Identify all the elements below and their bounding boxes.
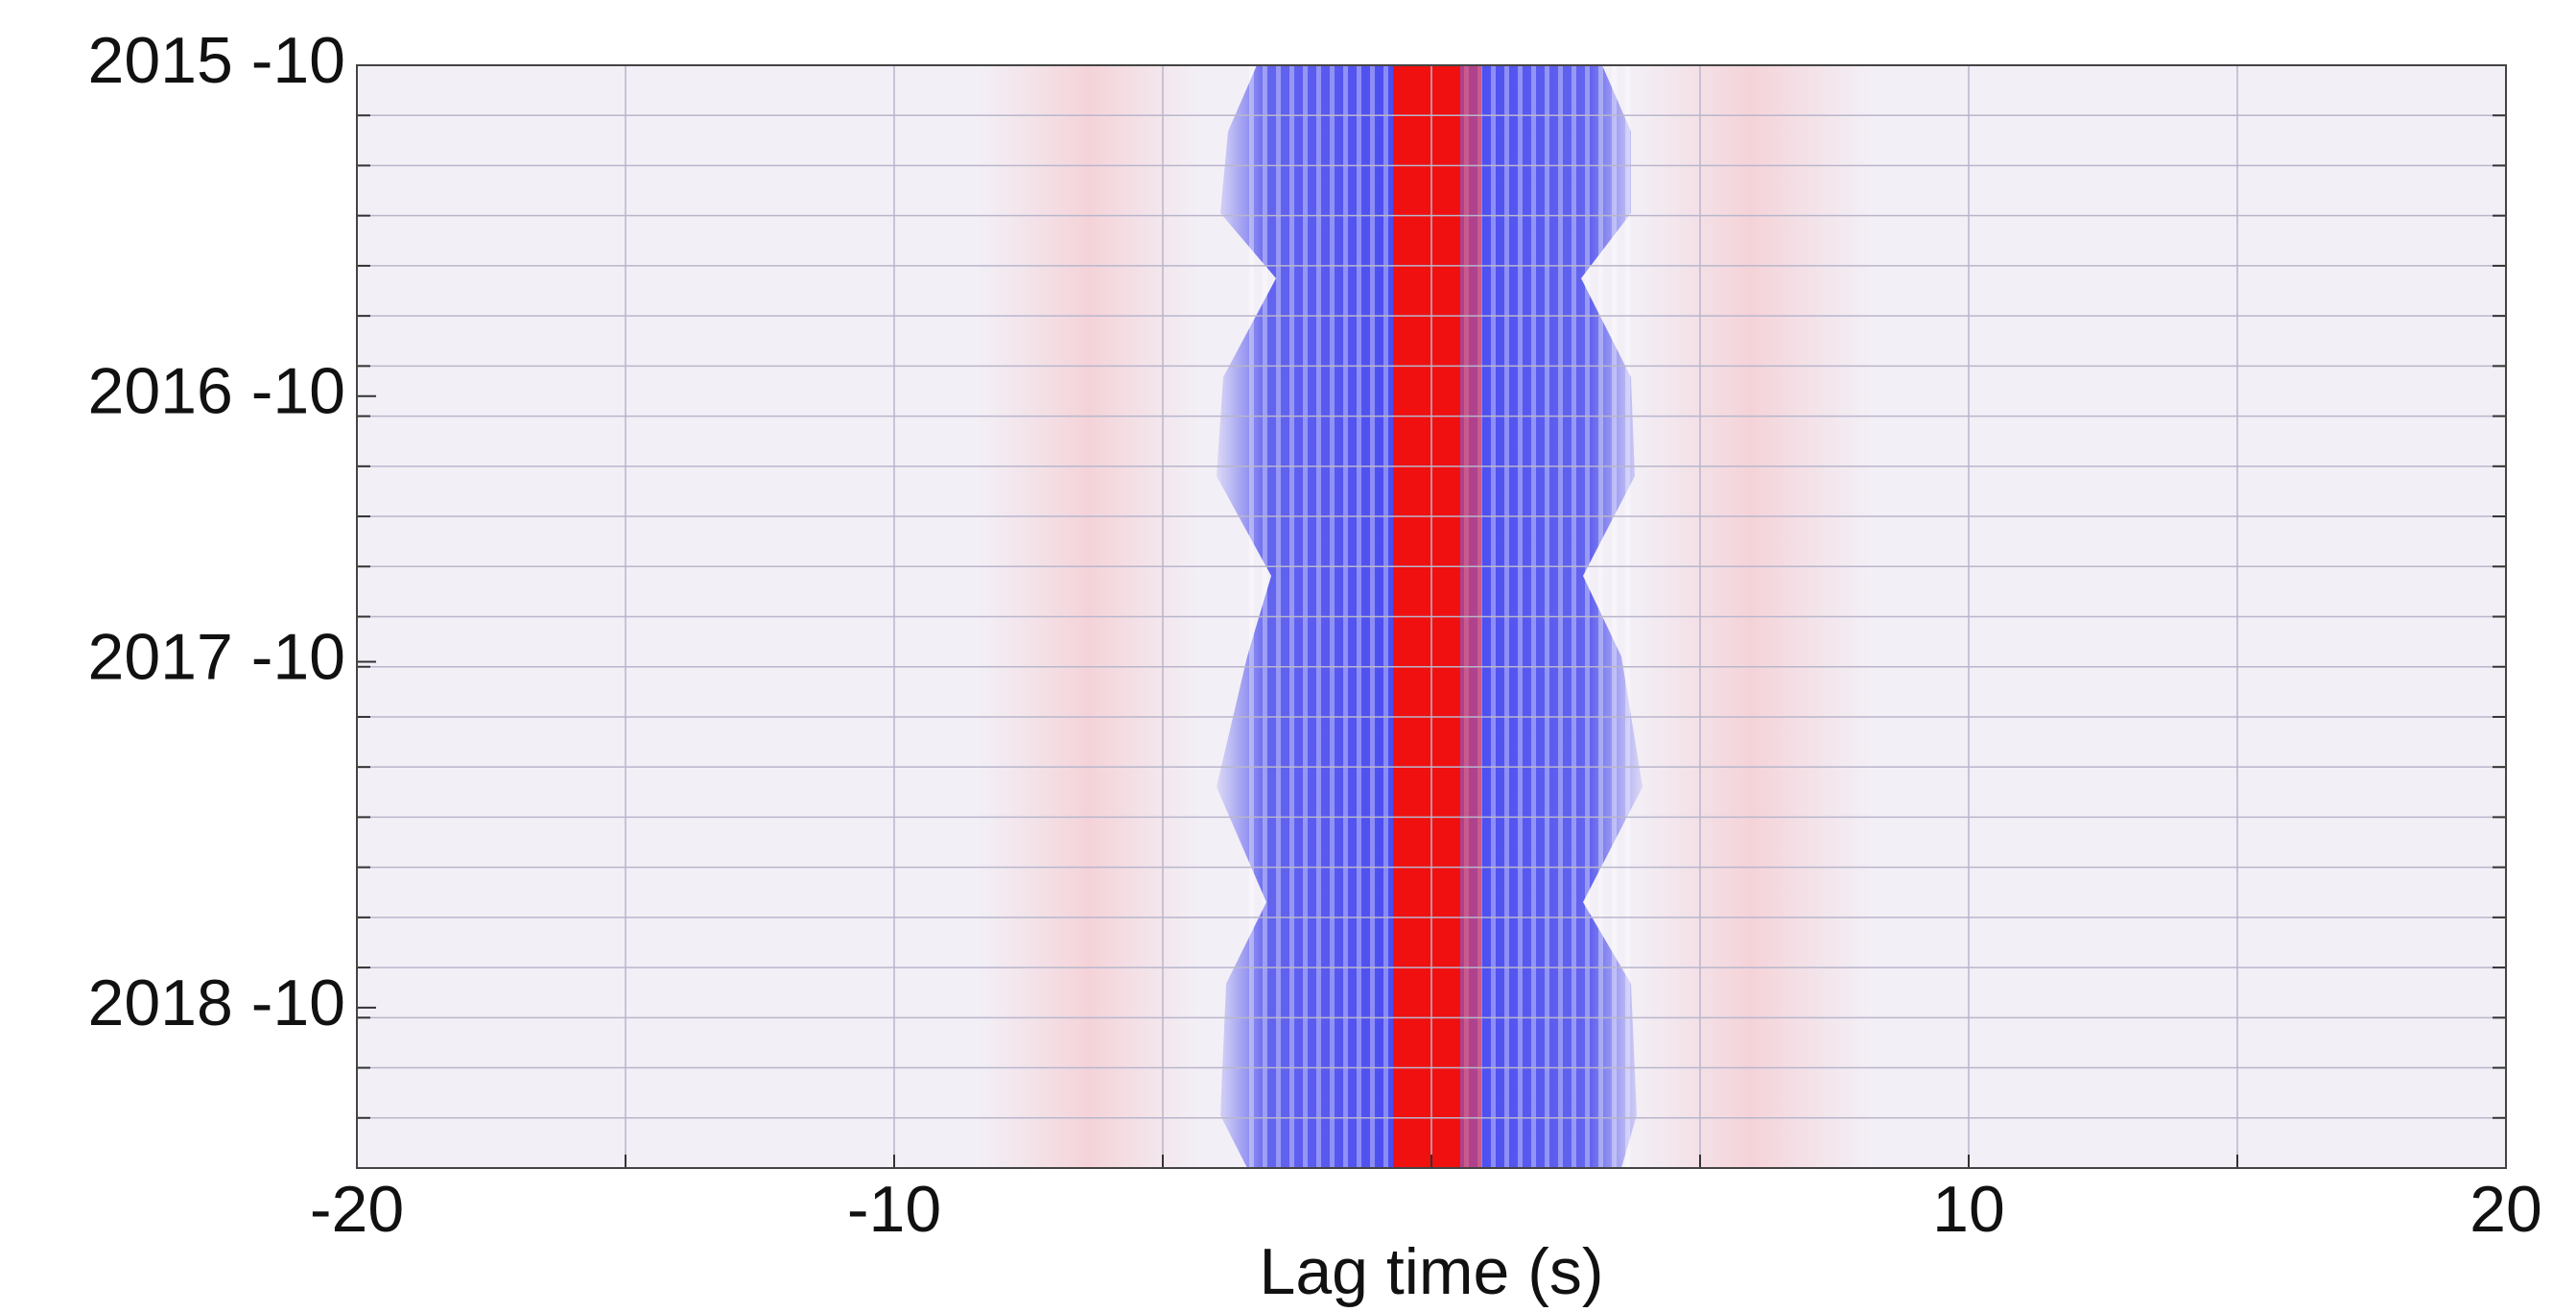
y-tick-label: 2016 -10 [88, 355, 345, 428]
y-tick-label: 2018 -10 [88, 966, 345, 1039]
x-tick-label: -20 [310, 1173, 404, 1246]
x-tick-label: 20 [2470, 1173, 2542, 1246]
plot-frame [356, 64, 2507, 1169]
x-tick-label: 10 [1932, 1173, 2005, 1246]
y-tick-label: 2017 -10 [88, 620, 345, 693]
x-tick-label: -10 [847, 1173, 941, 1246]
axes: -20 -10 10 20 2015 -10 2016 -10 2017 -10 2018 -… [88, 24, 2542, 1246]
x-axis-label: Lag time (s) [1260, 1235, 1604, 1308]
y-tick-label: 2015 -10 [88, 24, 345, 97]
